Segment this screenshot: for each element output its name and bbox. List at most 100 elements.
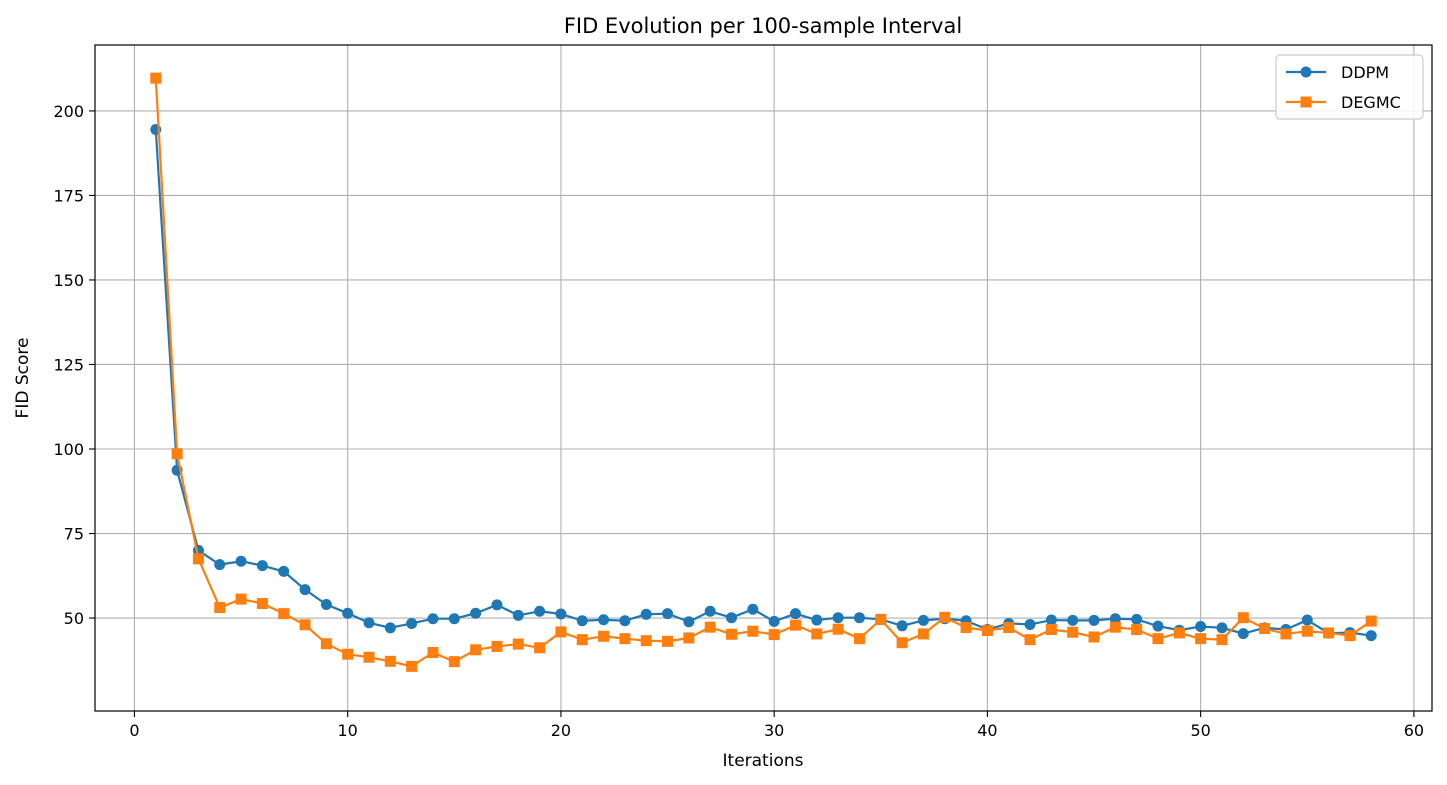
data-point-degmc xyxy=(235,593,247,605)
y-axis-label: FID Score xyxy=(13,338,33,419)
grid-lines xyxy=(95,45,1432,711)
data-point-ddpm xyxy=(832,612,844,624)
data-point-degmc xyxy=(1003,621,1015,633)
data-point-ddpm xyxy=(555,608,567,620)
data-point-ddpm xyxy=(534,605,546,617)
data-point-degmc xyxy=(512,638,524,650)
data-point-degmc xyxy=(1365,615,1377,627)
legend-marker-degmc xyxy=(1300,96,1312,108)
data-point-ddpm xyxy=(491,599,503,611)
data-point-degmc xyxy=(619,633,631,645)
x-tick-label: 60 xyxy=(1404,721,1424,740)
x-tick-label: 10 xyxy=(338,721,358,740)
data-point-degmc xyxy=(896,637,908,649)
data-point-ddpm xyxy=(683,616,695,628)
data-point-ddpm xyxy=(704,605,716,617)
data-point-ddpm xyxy=(662,608,674,620)
data-point-degmc xyxy=(960,621,972,633)
data-point-ddpm xyxy=(299,584,311,596)
data-point-degmc xyxy=(1259,623,1271,635)
data-point-ddpm xyxy=(1237,628,1249,640)
data-point-ddpm xyxy=(427,613,439,625)
x-tick-label: 30 xyxy=(764,721,784,740)
data-point-degmc xyxy=(320,638,332,650)
data-point-degmc xyxy=(256,597,268,609)
data-point-degmc xyxy=(662,635,674,647)
data-point-degmc xyxy=(192,553,204,565)
x-tick-label: 40 xyxy=(977,721,997,740)
data-point-ddpm xyxy=(1024,618,1036,630)
y-tick-label: 75 xyxy=(64,525,84,544)
data-point-ddpm xyxy=(320,599,332,611)
data-point-degmc xyxy=(1173,627,1185,639)
series-degmc xyxy=(150,72,1377,672)
data-point-ddpm xyxy=(576,615,588,627)
data-point-degmc xyxy=(555,626,567,638)
data-point-ddpm xyxy=(811,614,823,626)
y-tick-label: 150 xyxy=(53,271,84,290)
data-point-ddpm xyxy=(363,617,375,629)
series-layer xyxy=(150,72,1377,672)
data-point-ddpm xyxy=(598,614,610,626)
data-point-ddpm xyxy=(384,622,396,634)
series-line-ddpm xyxy=(154,129,1372,637)
data-point-degmc xyxy=(363,651,375,663)
data-point-degmc xyxy=(875,613,887,625)
data-point-degmc xyxy=(768,629,780,641)
data-point-ddpm xyxy=(342,607,354,619)
data-point-ddpm xyxy=(1109,613,1121,625)
data-point-degmc xyxy=(1067,626,1079,638)
data-point-ddpm xyxy=(214,559,226,571)
data-point-degmc xyxy=(278,608,290,620)
data-point-ddpm xyxy=(726,612,738,624)
data-point-degmc xyxy=(1344,630,1356,642)
x-tick-label: 0 xyxy=(129,721,139,740)
x-axis-label: Iterations xyxy=(723,751,804,771)
data-point-ddpm xyxy=(1045,614,1057,626)
data-point-degmc xyxy=(853,633,865,645)
data-point-degmc xyxy=(917,628,929,640)
data-point-ddpm xyxy=(1216,622,1228,634)
data-point-degmc xyxy=(534,642,546,654)
x-tick-label: 20 xyxy=(551,721,571,740)
data-point-degmc xyxy=(171,448,183,460)
data-point-degmc xyxy=(1301,625,1313,637)
data-point-degmc xyxy=(470,644,482,656)
data-point-ddpm xyxy=(512,609,524,621)
data-point-degmc xyxy=(1024,634,1036,646)
data-point-ddpm xyxy=(1195,620,1207,632)
data-point-degmc xyxy=(726,628,738,640)
y-tick-label: 50 xyxy=(64,609,84,628)
data-point-degmc xyxy=(150,72,162,84)
data-point-degmc xyxy=(1323,627,1335,639)
legend-label-degmc: DEGMC xyxy=(1341,93,1401,112)
data-point-ddpm xyxy=(256,560,268,572)
data-point-degmc xyxy=(299,619,311,631)
data-point-degmc xyxy=(1045,624,1057,636)
y-axis-ticks: 50 75 100 125 150 175 200 xyxy=(53,102,95,628)
y-tick-label: 200 xyxy=(53,102,84,121)
data-point-degmc xyxy=(981,625,993,637)
legend: DDPM DEGMC xyxy=(1275,54,1424,120)
series-line-degmc xyxy=(154,78,1372,668)
data-point-degmc xyxy=(448,656,460,668)
data-point-degmc xyxy=(1195,633,1207,645)
data-point-degmc xyxy=(1088,631,1100,643)
data-point-ddpm xyxy=(278,565,290,577)
data-point-ddpm xyxy=(1131,613,1143,625)
y-tick-label: 100 xyxy=(53,440,84,459)
data-point-degmc xyxy=(939,611,951,623)
data-point-degmc xyxy=(747,625,759,637)
data-point-ddpm xyxy=(640,608,652,620)
data-point-ddpm xyxy=(1365,630,1377,642)
data-point-degmc xyxy=(1280,628,1292,640)
data-point-ddpm xyxy=(1301,614,1313,626)
data-point-degmc xyxy=(427,647,439,659)
data-point-ddpm xyxy=(917,614,929,626)
data-point-degmc xyxy=(491,640,503,652)
plot-frame xyxy=(94,44,1433,712)
data-point-ddpm xyxy=(470,607,482,619)
data-point-ddpm xyxy=(619,615,631,627)
data-point-ddpm xyxy=(1152,620,1164,632)
